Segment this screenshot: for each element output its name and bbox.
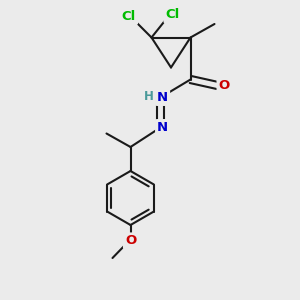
- Text: N: N: [157, 121, 168, 134]
- Text: O: O: [218, 79, 230, 92]
- Text: Cl: Cl: [165, 8, 180, 22]
- Text: H: H: [144, 89, 153, 103]
- Text: Cl: Cl: [122, 10, 136, 23]
- Text: O: O: [125, 234, 136, 248]
- Text: N: N: [157, 91, 168, 104]
